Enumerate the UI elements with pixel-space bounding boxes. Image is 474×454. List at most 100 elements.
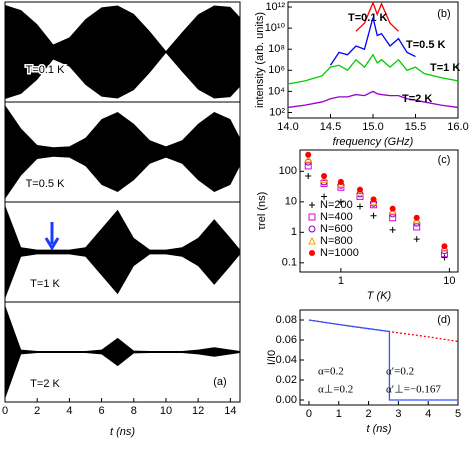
marker — [356, 188, 364, 197]
series-label: T=2 K — [402, 93, 432, 105]
annotation: α′⊥=−0.167 — [386, 384, 441, 396]
marker — [389, 214, 397, 222]
x-tick-label: 5 — [455, 408, 461, 420]
envelope — [5, 205, 240, 299]
panel-label: (c) — [438, 154, 451, 166]
series-line — [355, 1, 399, 32]
marker — [304, 155, 313, 163]
envelope — [5, 305, 240, 399]
marker — [305, 151, 312, 158]
marker — [389, 205, 396, 212]
y-tick-label: 10² — [269, 106, 285, 118]
marker — [413, 223, 421, 231]
y-tick-label: 10⁸ — [268, 43, 285, 55]
marker — [441, 254, 448, 261]
legend-label: N=600 — [320, 223, 353, 235]
x-tick-label: 2 — [34, 405, 40, 417]
y-tick-label: 10 — [285, 196, 297, 208]
y-tick-label: 10¹⁰ — [265, 22, 286, 34]
x-tick-label: 1 — [338, 275, 344, 287]
annotation: α′=0.2 — [386, 366, 414, 378]
marker — [320, 175, 328, 183]
panel-label: (b) — [437, 8, 450, 20]
legend-label: N=400 — [320, 211, 353, 223]
legend-marker — [309, 250, 315, 256]
series-line — [308, 319, 458, 401]
trace-label: T=1 K — [30, 278, 60, 290]
series-line — [287, 90, 459, 109]
marker — [337, 198, 344, 205]
x-tick-label: 14 — [224, 405, 236, 417]
trace-label: T=0.1 K — [26, 64, 65, 76]
marker — [321, 193, 328, 200]
plot-frame — [299, 149, 459, 273]
panel-label: (a) — [213, 376, 226, 388]
marker — [389, 226, 396, 233]
y-axis-label: τrel (ns) — [256, 192, 268, 231]
marker — [356, 203, 363, 210]
x-tick-label: 10 — [160, 405, 172, 417]
x-tick-label: 6 — [99, 405, 105, 417]
legend-label: N=200 — [320, 199, 353, 211]
trace-label: T=0.5 K — [26, 178, 65, 190]
y-axis-label: intensity (arb. units) — [254, 12, 266, 108]
y-tick-label: 10⁶ — [268, 64, 285, 76]
y-tick-label: 0.02 — [276, 374, 297, 386]
x-tick-label: 1 — [336, 408, 342, 420]
marker — [304, 162, 312, 170]
y-tick-label: 0.06 — [276, 334, 297, 346]
x-axis-label: T (K) — [367, 290, 392, 302]
x-tick-label: 15.0 — [362, 121, 383, 133]
x-tick-label: 0 — [2, 405, 8, 417]
y-tick-label: 0.04 — [276, 354, 297, 366]
x-tick-label: 4 — [425, 408, 431, 420]
marker — [413, 214, 420, 221]
x-axis-label: t (ns) — [110, 426, 135, 438]
series-label: T=1 K — [430, 62, 460, 74]
trace-label: T=2 K — [30, 378, 60, 390]
marker — [356, 186, 363, 193]
legend-marker — [308, 213, 316, 221]
marker — [440, 250, 448, 258]
x-tick-label: 8 — [131, 405, 137, 417]
y-tick-label: 10¹² — [265, 1, 285, 13]
series-label: T=0.5 K — [406, 39, 445, 51]
series-label: T=0.1 K — [348, 12, 387, 24]
legend-label: N=800 — [320, 235, 353, 247]
x-tick-label: 15.5 — [405, 121, 426, 133]
x-tick-label: 14.5 — [320, 121, 341, 133]
marker — [305, 173, 312, 180]
annotation: α⊥=0.2 — [318, 384, 353, 396]
legend-marker — [308, 236, 316, 245]
y-tick-label: 0.1 — [282, 257, 297, 269]
panel-label: (d) — [437, 314, 450, 326]
x-tick-label: 2 — [366, 408, 372, 420]
envelope — [5, 105, 240, 199]
marker — [413, 236, 420, 243]
x-tick-label: 4 — [66, 405, 72, 417]
x-tick-label: 16.0 — [447, 121, 468, 133]
marker — [337, 178, 344, 185]
x-tick-label: 10 — [443, 275, 455, 287]
legend-marker — [308, 225, 316, 233]
y-tick-label: 10⁴ — [268, 85, 285, 97]
marker — [321, 173, 328, 180]
y-tick-label: 0.00 — [276, 394, 297, 406]
x-axis-label: t (ns) — [366, 423, 391, 435]
marker — [370, 196, 377, 203]
y-tick-label: 100 — [279, 165, 297, 177]
envelope — [5, 5, 240, 99]
series-line — [287, 53, 459, 85]
annotation: α=0.2 — [318, 366, 344, 378]
arrow — [44, 222, 60, 251]
marker — [356, 192, 364, 200]
legend-label: N=1000 — [320, 247, 359, 259]
x-tick-label: 0 — [306, 408, 312, 420]
x-tick-label: 14.0 — [277, 121, 298, 133]
x-tick-label: 3 — [395, 408, 401, 420]
marker — [441, 243, 448, 250]
y-tick-label: 1 — [291, 226, 297, 238]
x-tick-label: 12 — [192, 405, 204, 417]
legend-marker — [309, 202, 315, 208]
